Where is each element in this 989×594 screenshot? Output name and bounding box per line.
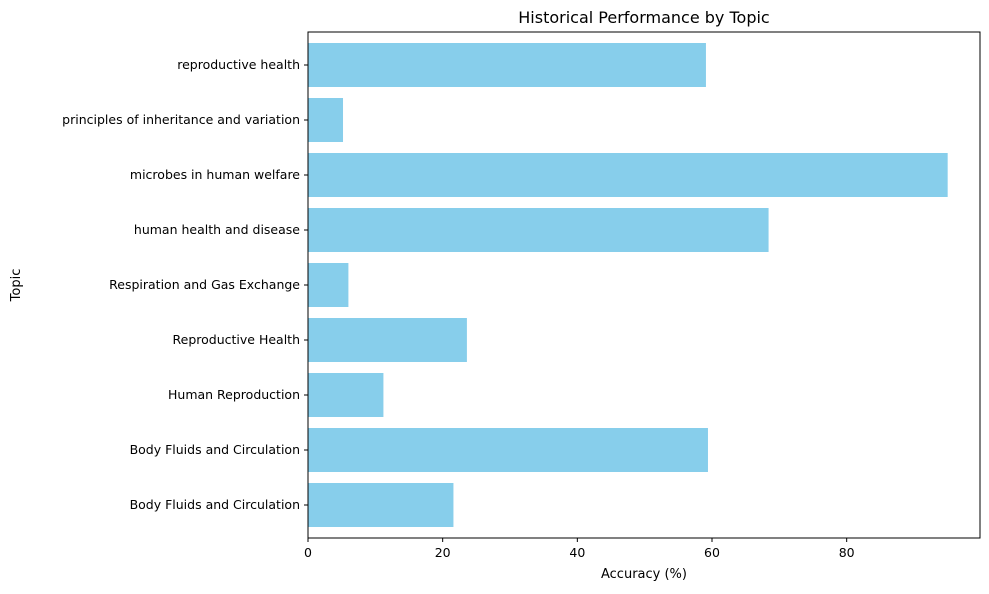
bar xyxy=(308,98,344,142)
y-tick-label: reproductive health xyxy=(177,57,300,72)
y-tick-label: Human Reproduction xyxy=(168,387,300,402)
x-axis-label: Accuracy (%) xyxy=(601,567,687,582)
bar xyxy=(308,428,708,472)
y-axis-ticks: Body Fluids and Circulation Body Fluids a… xyxy=(62,57,308,512)
bar xyxy=(308,373,384,417)
bar xyxy=(308,43,706,87)
y-tick-label: Body Fluids and Circulation xyxy=(130,442,300,457)
x-tick-label: 20 xyxy=(435,545,451,560)
x-tick-label: 0 xyxy=(304,545,312,560)
y-tick-label: microbes in human welfare xyxy=(130,167,300,182)
chart-title: Historical Performance by Topic xyxy=(518,8,769,27)
y-axis-label: Topic xyxy=(9,269,24,303)
bars-group xyxy=(308,43,948,527)
y-tick-label: human health and disease xyxy=(134,222,300,237)
x-tick-label: 40 xyxy=(569,545,585,560)
x-axis-ticks: 0 20 40 60 80 xyxy=(304,538,855,560)
bar xyxy=(308,318,467,362)
y-tick-label: Body Fluids and Circulation xyxy=(130,497,300,512)
plot-frame xyxy=(307,31,981,539)
x-tick-label: 60 xyxy=(704,545,720,560)
x-tick-label: 80 xyxy=(839,545,855,560)
bar xyxy=(308,208,769,252)
y-tick-label: Respiration and Gas Exchange xyxy=(109,277,300,292)
bar xyxy=(308,483,454,527)
y-tick-label: principles of inheritance and variation xyxy=(62,112,300,127)
bar xyxy=(308,263,349,307)
bar xyxy=(308,153,948,197)
y-tick-label: Reproductive Health xyxy=(173,332,300,347)
